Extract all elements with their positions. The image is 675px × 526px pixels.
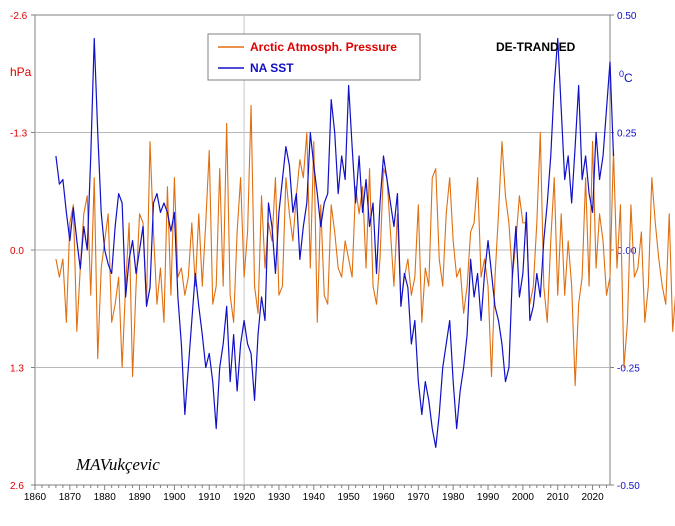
x-tick-label: 1900 (163, 492, 186, 503)
right-axis-label-unit: C (624, 71, 633, 85)
x-tick-label: 1860 (24, 492, 47, 503)
x-tick-label: 1990 (477, 492, 500, 503)
left-tick-label: -1.3 (10, 129, 28, 140)
right-tick-label: -0.25 (617, 364, 640, 375)
left-tick-label: 1.3 (10, 364, 24, 375)
x-tick-label: 1870 (59, 492, 82, 503)
left-axis-label: hPa (10, 65, 32, 79)
legend-label-pressure: Arctic Atmosph. Pressure (250, 40, 397, 54)
x-axis: 1860 1870 1880 1890 1900 1910 1920 1930 1940 1950… (24, 485, 608, 503)
legend-label-sst: NA SST (250, 61, 294, 75)
series-layer (55, 37, 675, 448)
left-tick-label: 0.0 (10, 246, 24, 257)
x-tick-label: 1940 (303, 492, 326, 503)
right-tick-label: 0.00 (617, 246, 637, 257)
left-tick-label: -2.6 (10, 11, 28, 22)
x-tick-label: 2020 (581, 492, 604, 503)
x-tick-label: 1910 (198, 492, 221, 503)
left-y-axis: -2.6 -1.3 0.0 1.3 2.6 (10, 11, 35, 492)
series-line-arctic-pressure (55, 104, 675, 387)
x-tick-label: 2010 (547, 492, 570, 503)
x-tick-label: 1890 (128, 492, 151, 503)
x-tick-label: 1970 (407, 492, 430, 503)
right-axis-label-degree: 0 (619, 69, 624, 79)
legend: Arctic Atmosph. Pressure NA SST (207, 33, 421, 81)
x-tick-label: 1880 (94, 492, 117, 503)
x-tick-label: 2000 (512, 492, 535, 503)
x-tick-label: 1980 (442, 492, 465, 503)
legend-box (207, 33, 421, 81)
right-tick-label: -0.50 (617, 481, 640, 492)
x-tick-label: 1930 (268, 492, 291, 503)
left-tick-label: 2.6 (10, 481, 24, 492)
author-signature: MAVukçevic (75, 455, 160, 474)
detrended-note: DE-TRANDED (496, 40, 576, 54)
right-tick-label: 0.50 (617, 11, 637, 22)
right-tick-label: 0.25 (617, 129, 637, 140)
x-tick-label: 1920 (233, 492, 256, 503)
right-axis-label: 0C (619, 69, 633, 85)
x-tick-label: 1950 (338, 492, 361, 503)
x-tick-label: 1960 (372, 492, 395, 503)
series-line-na-sst (55, 37, 615, 448)
